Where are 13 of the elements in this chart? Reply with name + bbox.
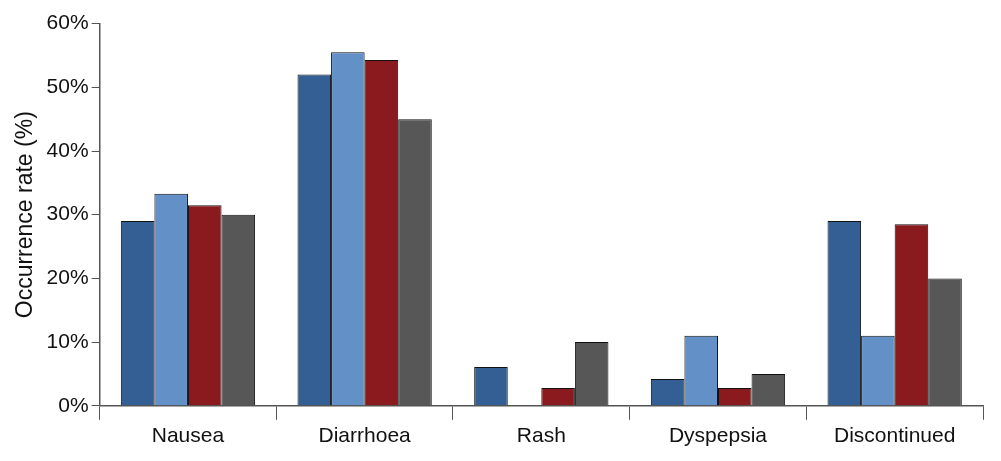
y-tick-label: 30% [46, 201, 89, 225]
x-tick-label: Dyspepsia [668, 423, 768, 447]
x-tick-label: Discontinued [833, 423, 956, 447]
y-tick-label: 60% [46, 10, 89, 34]
y-tick-label: 0% [58, 392, 89, 416]
y-tick-label: 40% [46, 137, 89, 161]
x-tick-label: Rash [516, 423, 566, 447]
x-tick-label: Nausea [151, 423, 225, 447]
y-axis-title: Occurrence rate (%) [11, 111, 38, 319]
y-tick-label: 50% [46, 74, 89, 98]
x-tick-label: Diarrhoea [318, 423, 412, 447]
y-tick-label: 10% [46, 328, 89, 352]
y-tick-label: 20% [46, 265, 89, 289]
